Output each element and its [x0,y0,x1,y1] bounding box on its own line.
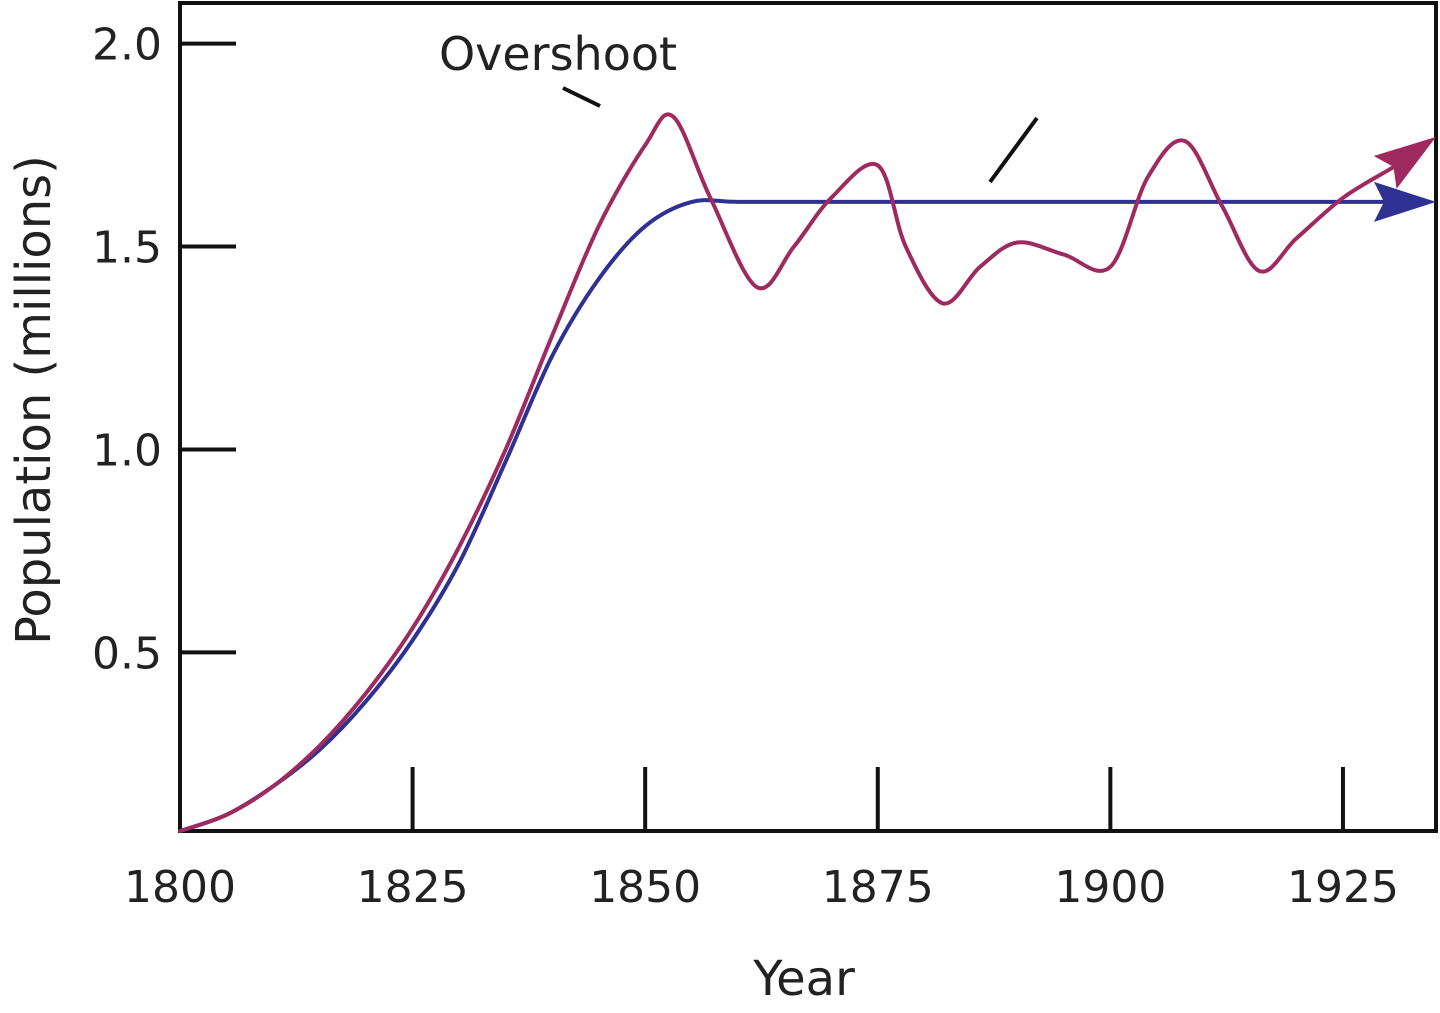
x-tick-label: 1875 [822,862,934,913]
x-tick-label: 1900 [1054,862,1166,913]
y-axis-label: Population (millions) [6,155,62,645]
arrowhead [1373,136,1436,189]
x-tick-label: 1850 [589,862,701,913]
logistic-series-line [178,198,1398,833]
x-tick-label: 1825 [357,862,469,913]
y-tick-label: 2.0 [92,20,162,71]
arrowhead [1374,181,1436,222]
y-tick-label: 1.0 [92,425,162,476]
y-tick-label: 1.5 [92,223,162,274]
x-tick-label: 1925 [1287,862,1399,913]
x-axis-label: Year [752,951,855,1007]
x-tick-label: 1800 [124,862,236,913]
oscillating-series-line [178,112,1398,833]
y-tick-label: 0.5 [92,628,162,679]
annotation-leader [988,116,1039,184]
plot-frame [178,1,1438,833]
annotation-leader [562,86,601,108]
annotation-overshoot: Overshoot [439,27,677,81]
